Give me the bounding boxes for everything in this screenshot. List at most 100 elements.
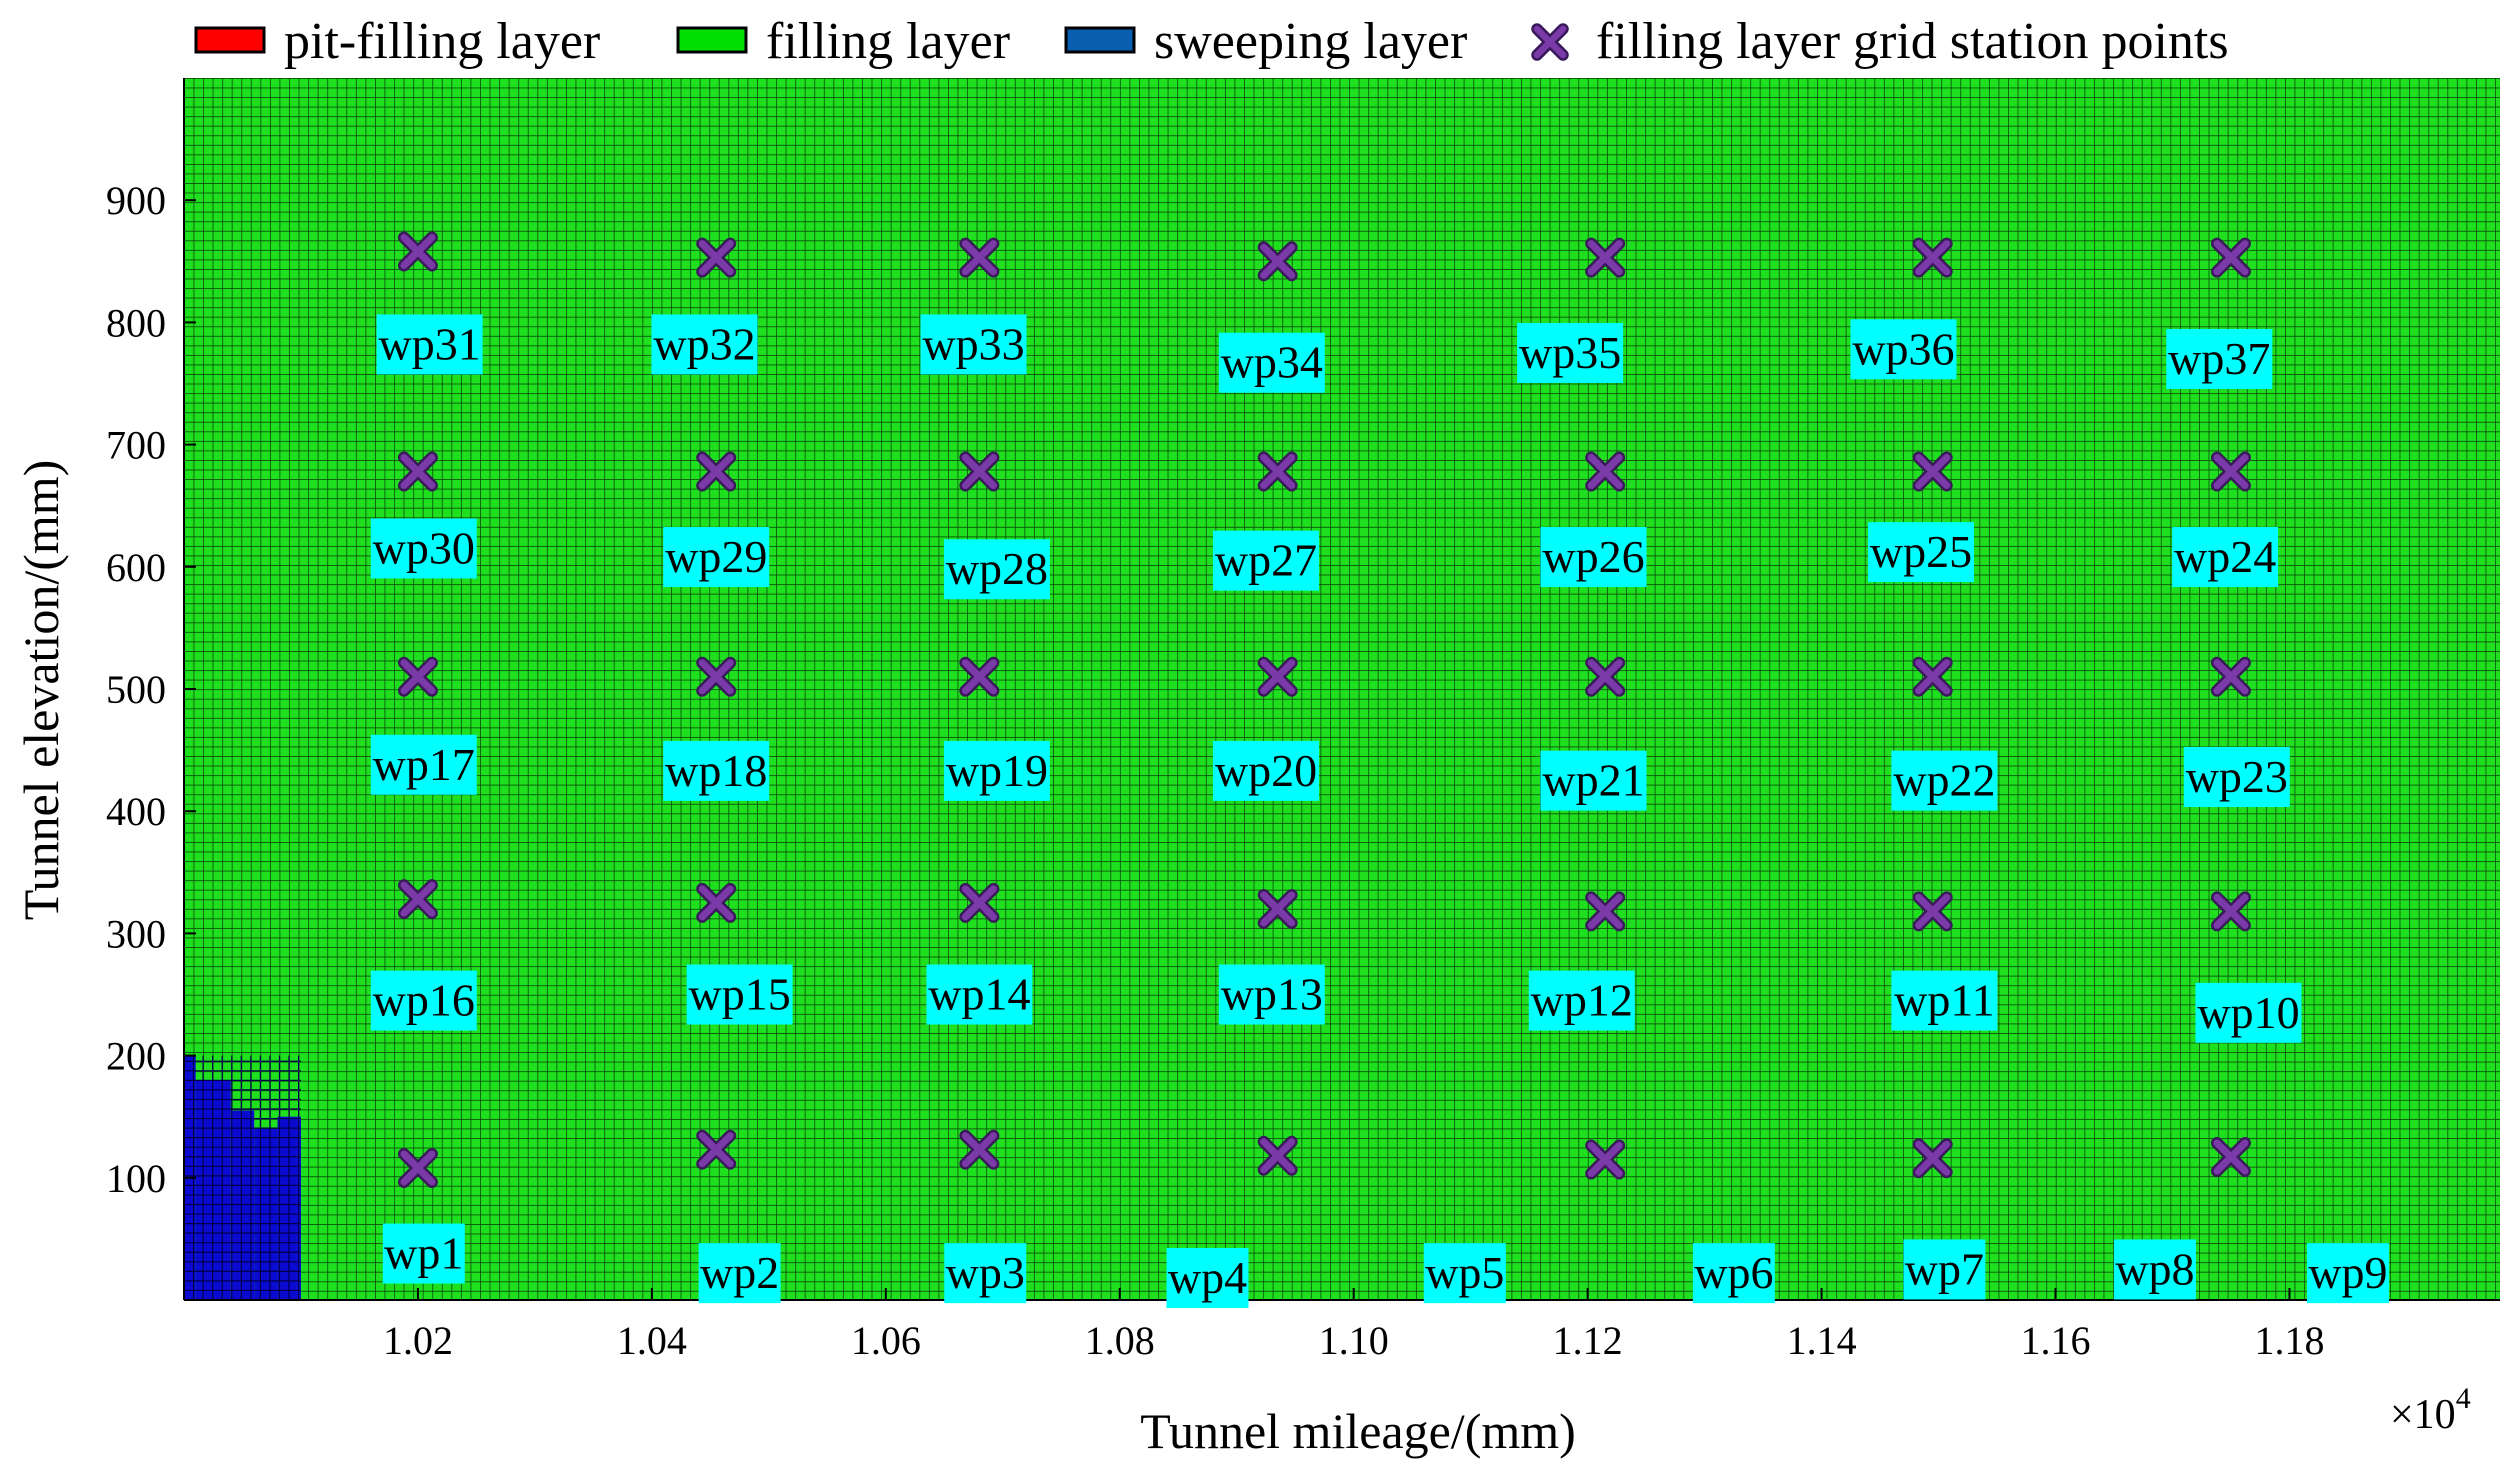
legend: pit-filling layer filling layer sweeping l… (194, 13, 2229, 70)
station-point-marker (397, 231, 438, 272)
x-axis-label: Tunnel mileage/(mm) (1140, 1403, 1576, 1459)
station-label-box (370, 970, 477, 1031)
station-label: wp10 (2197, 987, 2299, 1038)
station-point-marker (696, 882, 737, 923)
station-label: wp1 (384, 1228, 463, 1279)
axis-ticks: 1.02 1.04 1.06 1.08 1.10 1.12 1.14 1.16 1.18 100 2… (106, 178, 2324, 1363)
station-label: wp11 (1894, 975, 1995, 1026)
station-point-marker (1912, 1138, 1953, 1179)
station-label: wp9 (2308, 1247, 2387, 1298)
station-label-box (651, 314, 758, 375)
station-label: wp34 (1221, 337, 1323, 388)
legend-label: filling layer (766, 13, 1010, 70)
station-point-marker (1257, 241, 1298, 282)
station-label-box (1868, 522, 1974, 583)
station-label: wp5 (1425, 1247, 1504, 1298)
station-label: wp6 (1694, 1247, 1773, 1298)
y-tick-label: 200 (106, 1034, 166, 1079)
legend-swatch (1064, 26, 1136, 54)
station-label: wp29 (665, 531, 767, 582)
station-point-marker (1912, 656, 1953, 697)
legend-marker (1531, 23, 1569, 61)
station-point-marker (2210, 451, 2251, 492)
station-label: wp36 (1852, 323, 1954, 374)
x-multiplier-exp: 4 (2456, 1382, 2471, 1415)
station-label: wp17 (373, 739, 475, 790)
station-label-box (1850, 319, 1957, 380)
x-tick-label: 1.14 (1787, 1318, 1857, 1363)
station-point-marker (397, 656, 438, 697)
station-label: wp27 (1215, 535, 1317, 586)
x-multiplier-base: ×10 (2390, 1392, 2456, 1438)
station-point-marker (1257, 656, 1298, 697)
station-point-marker (1257, 451, 1298, 492)
station-point-marker (696, 656, 737, 697)
x-tick-label: 1.16 (2021, 1318, 2091, 1363)
station-label-box (1540, 527, 1647, 588)
station-point-marker (1912, 451, 1953, 492)
station-points (397, 231, 2251, 1189)
x-tick-label: 1.02 (383, 1318, 453, 1363)
station-label-box (1528, 970, 1635, 1031)
station-label-box (2306, 1243, 2389, 1304)
station-label: wp37 (2168, 333, 2270, 384)
station-label-box (370, 518, 477, 579)
station-label: wp14 (928, 969, 1030, 1020)
y-tick-label: 800 (106, 300, 166, 345)
station-label-box (1891, 970, 1998, 1031)
station-label-box (920, 314, 1027, 375)
sweeping-layer-region (183, 1055, 301, 1301)
station-label: wp31 (379, 318, 481, 369)
x-tick-label: 1.12 (1553, 1318, 1623, 1363)
y-axis-label: Tunnel elevation/(mm) (13, 460, 69, 921)
station-point-marker (2210, 656, 2251, 697)
x-tick-label: 1.04 (617, 1318, 687, 1363)
y-tick-label: 400 (106, 789, 166, 834)
y-tick-label: 500 (106, 667, 166, 712)
station-point-marker (397, 1148, 438, 1189)
station-label-box (2113, 1239, 2196, 1300)
station-label: wp28 (946, 543, 1048, 594)
station-label: wp24 (2174, 531, 2276, 582)
station-point-marker (696, 237, 737, 278)
station-point-marker (1912, 891, 1953, 932)
station-point-marker (1585, 237, 1626, 278)
station-label: wp4 (1168, 1252, 1247, 1303)
legend-label: pit-filling layer (284, 13, 600, 70)
station-label: wp26 (1542, 531, 1644, 582)
station-label: wp2 (700, 1247, 779, 1298)
station-label-box (663, 740, 770, 801)
station-point-marker (1912, 237, 1953, 278)
x-multiplier: ×104 (2390, 1382, 2471, 1438)
station-label: wp35 (1519, 327, 1621, 378)
y-tick-label: 300 (106, 911, 166, 956)
station-point-marker (959, 882, 1000, 923)
station-label-box (370, 734, 477, 795)
station-point-marker (397, 879, 438, 920)
legend-swatch (676, 26, 748, 54)
station-point-marker (696, 1129, 737, 1170)
station-point-marker (2210, 1137, 2251, 1178)
station-label-box (2183, 746, 2290, 807)
station-point-marker (1585, 891, 1626, 932)
station-label: wp8 (2115, 1243, 2194, 1294)
station-label-box (1517, 322, 1624, 383)
station-label: wp15 (688, 969, 790, 1020)
station-label: wp18 (665, 745, 767, 796)
station-label-box (1166, 1248, 1249, 1309)
station-label: wp19 (946, 745, 1048, 796)
station-label: wp30 (373, 522, 475, 573)
station-label-box (944, 1243, 1027, 1304)
station-label-box (2166, 329, 2273, 390)
station-label: wp16 (373, 975, 475, 1026)
station-label: wp23 (2186, 751, 2288, 802)
station-point-marker (2210, 237, 2251, 278)
station-point-marker (959, 451, 1000, 492)
y-tick-label: 900 (106, 178, 166, 223)
station-point-marker (1257, 1135, 1298, 1176)
station-label: wp25 (1870, 526, 1972, 577)
station-label-box (1540, 750, 1647, 811)
station-label: wp22 (1893, 755, 1995, 806)
station-label-box (698, 1243, 781, 1304)
